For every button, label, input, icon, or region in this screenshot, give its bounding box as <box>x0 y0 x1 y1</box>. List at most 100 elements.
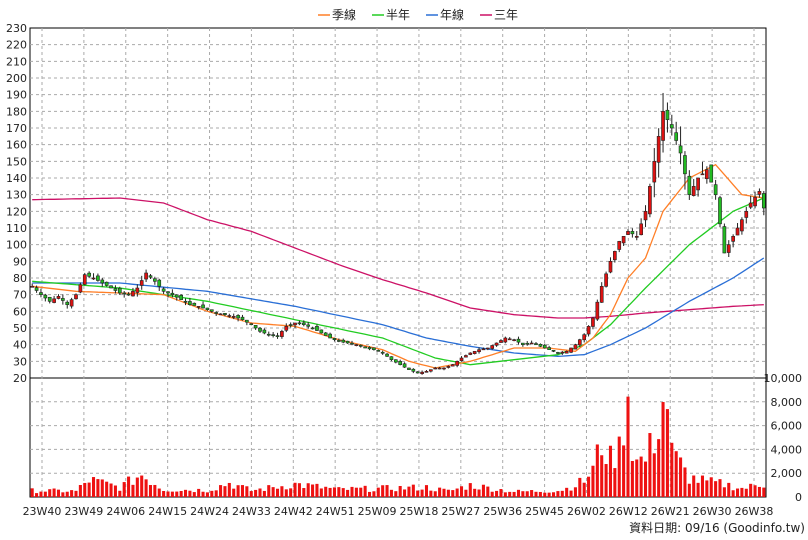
volume-bar <box>113 485 117 497</box>
candle-body <box>757 191 762 195</box>
candle-body <box>621 236 626 244</box>
volume-bar <box>464 489 468 497</box>
candle-body <box>214 312 219 314</box>
price-tick-label: 50 <box>13 322 27 335</box>
ma-three-year-line <box>32 197 764 319</box>
volume-bar <box>166 491 170 497</box>
candle-body <box>586 326 591 335</box>
volume-bar <box>420 489 424 497</box>
candle-body <box>490 345 495 349</box>
candle-body <box>740 219 744 232</box>
ma-year-path <box>32 257 765 357</box>
volume-bar <box>416 490 420 497</box>
volume-bar <box>648 433 652 497</box>
footer-note: 資料日期: 09/16 (Goodinfo.tw) <box>629 521 805 535</box>
volume-bar <box>530 490 534 497</box>
candle-body <box>341 339 346 343</box>
candle-body <box>56 296 61 299</box>
volume-bar <box>490 491 494 497</box>
x-tick-label: 23W40 <box>23 505 62 518</box>
candle-body <box>573 344 578 350</box>
candle-body <box>96 275 100 281</box>
candle-body <box>595 301 600 320</box>
price-tick-label: 120 <box>6 205 27 218</box>
candle-body <box>188 301 192 305</box>
candle-body <box>345 340 350 344</box>
volume-bar <box>700 475 705 497</box>
candle-body <box>209 309 214 312</box>
x-tick-label: 25W45 <box>525 505 564 518</box>
volume-bar <box>100 479 104 497</box>
volume-bar <box>446 489 450 497</box>
x-tick-label: 26W38 <box>735 505 774 518</box>
candle-body <box>407 367 411 370</box>
price-y-axis: 20 30 40 50 60 70 80 90 100 110 120 130 140 150 160 170… <box>6 22 27 385</box>
candle-body <box>608 261 613 273</box>
volume-bar <box>131 484 135 497</box>
volume-bar <box>608 445 613 497</box>
volume-bar <box>293 482 297 497</box>
candle-body <box>319 329 324 334</box>
volume-bar <box>591 465 595 497</box>
volume-bar <box>363 485 367 497</box>
volume-bar <box>582 482 586 497</box>
candle-body <box>157 279 162 287</box>
volume-bar <box>376 487 380 497</box>
volume-bar <box>275 488 280 497</box>
candle-body <box>464 355 468 358</box>
candle-body <box>433 367 438 370</box>
volume-bar <box>245 486 249 497</box>
legend-label: 年線 <box>440 7 464 22</box>
price-tick-label: 160 <box>6 139 27 152</box>
volume-bar <box>652 453 656 497</box>
candle-body <box>691 186 696 196</box>
candle-body <box>358 345 363 347</box>
candle-body <box>459 357 464 362</box>
x-tick-label: 24W51 <box>316 505 355 518</box>
candle-body <box>310 327 315 330</box>
volume-bar <box>148 485 153 497</box>
ma-half-year-path <box>32 197 765 366</box>
candle-body <box>284 326 289 331</box>
volume-bar <box>442 488 446 497</box>
x-tick-label: 25W18 <box>400 505 439 518</box>
volume-bar <box>306 483 310 497</box>
volume-bar <box>604 464 608 497</box>
candle-body <box>301 322 306 325</box>
volume-bar <box>297 483 301 497</box>
volume-bars <box>30 396 766 497</box>
candle-body <box>678 145 683 154</box>
candle-body <box>52 298 56 303</box>
volume-bar <box>635 459 639 497</box>
volume-bar <box>714 481 718 497</box>
candle-body <box>30 286 35 288</box>
candle-body <box>328 333 332 339</box>
candle-body <box>599 286 604 303</box>
volume-bar <box>499 489 503 497</box>
candle-body <box>205 307 210 310</box>
volume-bar <box>705 480 709 497</box>
candle-body <box>100 279 105 284</box>
candle-body <box>507 338 512 341</box>
volume-bar <box>451 490 455 497</box>
candle-body <box>69 299 74 307</box>
candle-body <box>731 236 735 242</box>
candle-body <box>393 359 398 363</box>
candle-body <box>104 281 109 286</box>
candle-body <box>577 339 582 346</box>
volume-tick-label: 8,000 <box>771 396 803 409</box>
candle-body <box>34 287 39 291</box>
volume-bar <box>508 491 512 497</box>
x-tick-label: 26W02 <box>567 505 606 518</box>
candle-body <box>665 109 670 120</box>
x-axis: 23W40 23W49 24W06 24W15 24W24 24W33 24W42 24W51… <box>23 505 774 518</box>
candle-body <box>297 322 302 325</box>
volume-bar <box>735 488 740 497</box>
candle-body <box>131 291 135 297</box>
candle-body <box>153 278 157 282</box>
volume-bar <box>495 490 499 497</box>
candle-body <box>109 285 113 289</box>
candle-body <box>323 332 328 336</box>
candle-body <box>354 344 359 346</box>
